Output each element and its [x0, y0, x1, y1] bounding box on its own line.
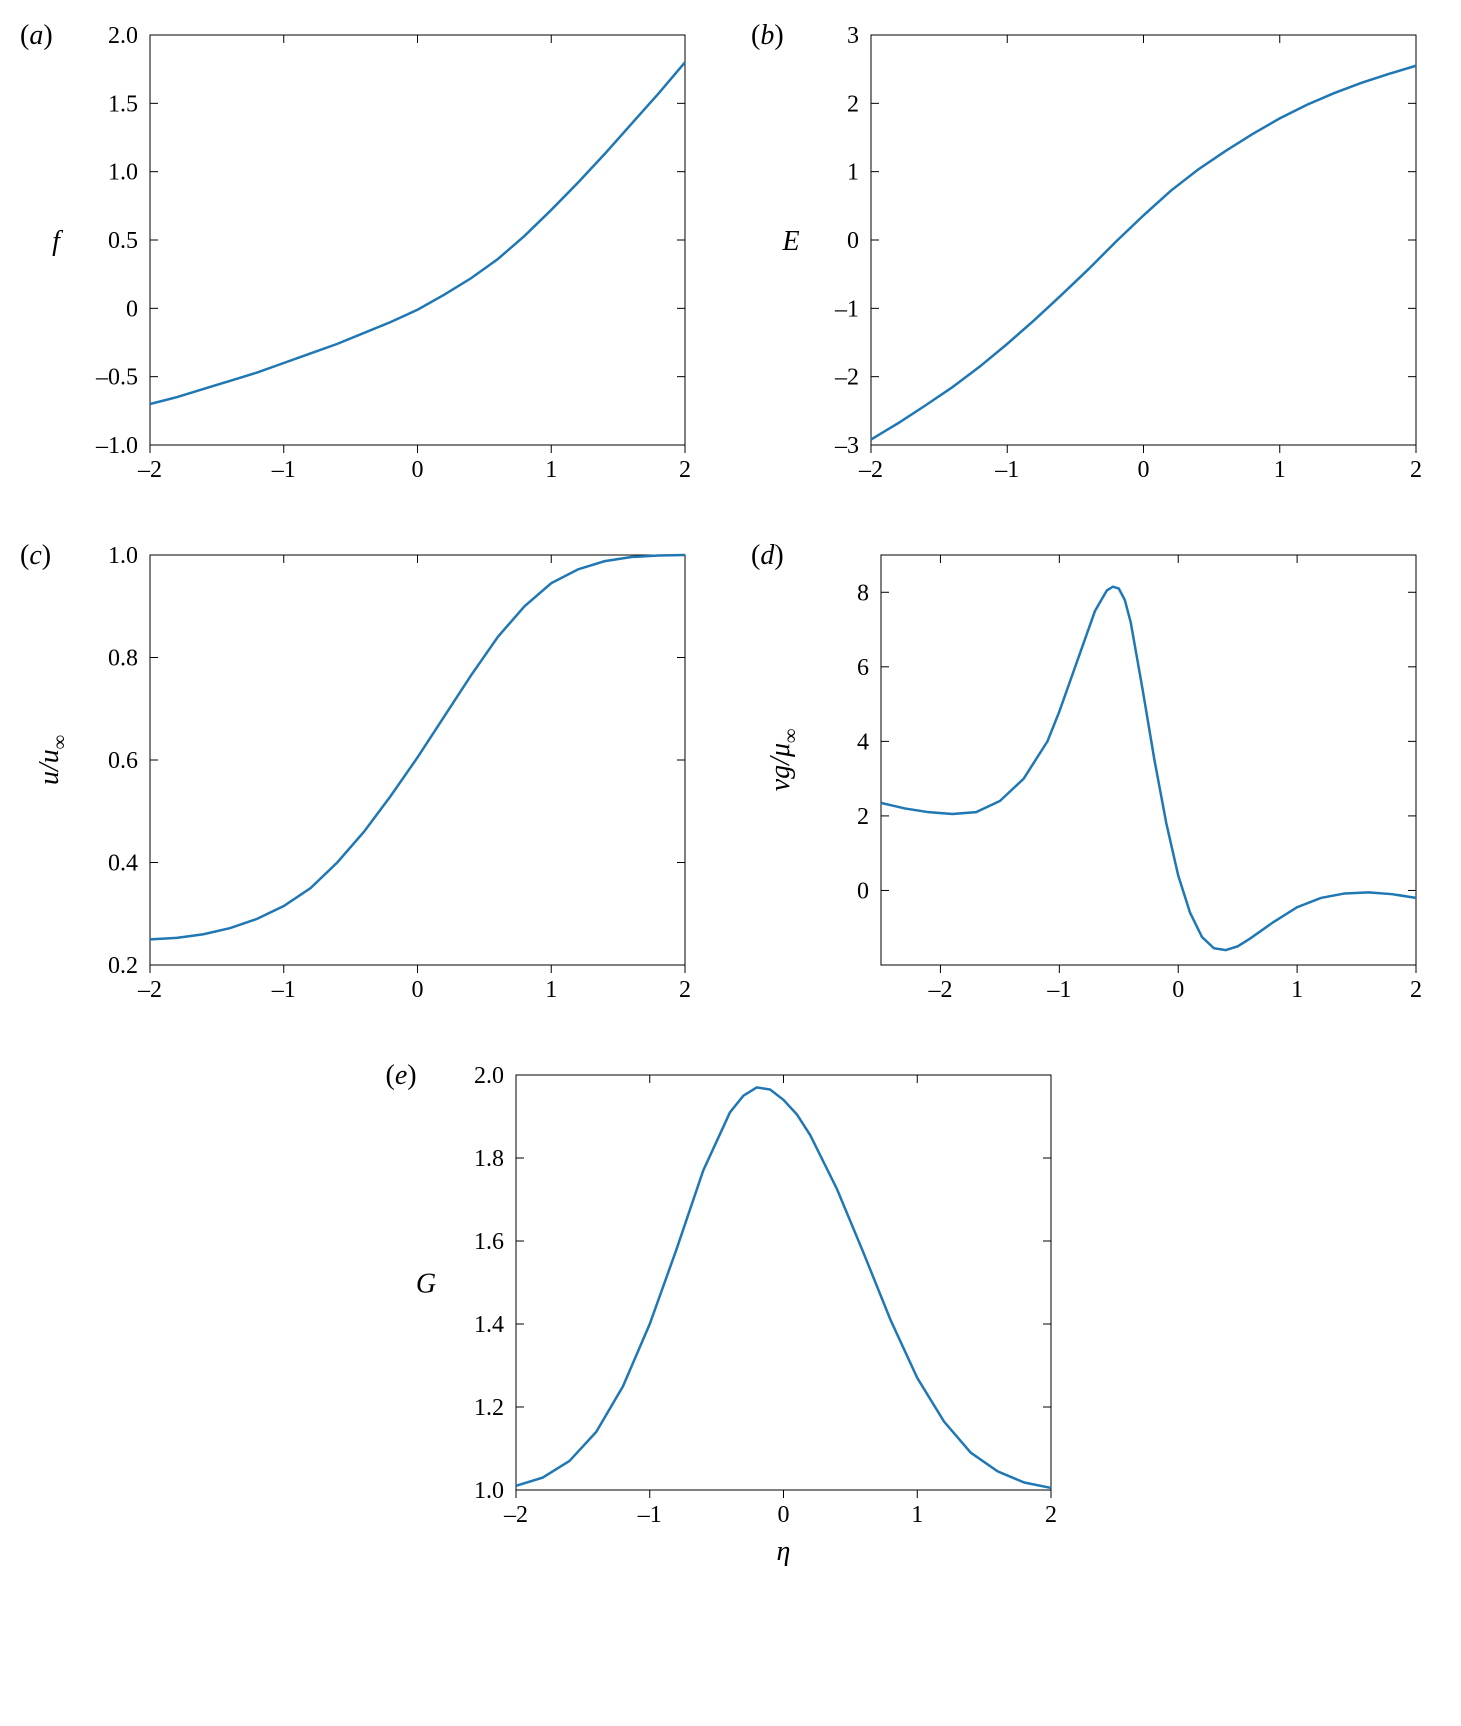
svg-text:0: 0	[412, 457, 424, 483]
svg-text:–1: –1	[271, 457, 296, 483]
svg-text:–1: –1	[1046, 977, 1071, 1003]
svg-text:η: η	[776, 1536, 790, 1567]
panel-b: b –2–1012–3–2–10123E	[751, 20, 1441, 500]
chart-b: –2–1012–3–2–10123E	[751, 20, 1441, 500]
svg-text:u/u∞: u/u∞	[34, 735, 71, 785]
svg-text:0: 0	[1138, 457, 1150, 483]
svg-text:2.0: 2.0	[108, 23, 138, 49]
svg-text:1.0: 1.0	[474, 1478, 504, 1504]
panel-a-label: a	[20, 20, 53, 52]
chart-d: –2 –1 0 1 2 0 2 4 6 8 vg/μ∞	[751, 540, 1441, 1020]
panel-e: e –2 –1 0 1 2 1.0 1.2 1.4 1.6 1.8 2.0 Gη	[386, 1060, 1076, 1580]
svg-text:0.8: 0.8	[108, 646, 138, 672]
panel-c-label: c	[20, 540, 51, 572]
svg-text:–2: –2	[503, 1502, 528, 1528]
svg-text:2: 2	[1045, 1502, 1057, 1528]
svg-text:–2: –2	[858, 457, 883, 483]
svg-text:2: 2	[1410, 457, 1422, 483]
svg-text:1: 1	[1274, 457, 1286, 483]
svg-text:1.0: 1.0	[108, 160, 138, 186]
svg-text:f: f	[52, 226, 63, 257]
svg-text:1.0: 1.0	[108, 543, 138, 569]
row-3: e –2 –1 0 1 2 1.0 1.2 1.4 1.6 1.8 2.0 Gη	[20, 1060, 1441, 1580]
svg-text:–3: –3	[834, 433, 859, 459]
svg-text:1: 1	[545, 457, 557, 483]
svg-text:3: 3	[847, 23, 859, 49]
svg-text:6: 6	[857, 655, 869, 681]
svg-text:0.6: 0.6	[108, 748, 138, 774]
svg-text:0: 0	[847, 228, 859, 254]
svg-text:2: 2	[857, 804, 869, 830]
panel-c: c –2 –1 0 1 2 0.2 0.4 0.6 0.8 1.0 u/u∞	[20, 540, 710, 1020]
svg-text:0: 0	[777, 1502, 789, 1528]
svg-text:1.6: 1.6	[474, 1229, 504, 1255]
panel-d-label: d	[751, 540, 784, 572]
svg-text:–2: –2	[927, 977, 952, 1003]
chart-c: –2 –1 0 1 2 0.2 0.4 0.6 0.8 1.0 u/u∞	[20, 540, 710, 1020]
figure-container: a –2 –1 0 1 2 –1.0 –0.5 0 0.5 1.0 1.5 2.0 f b –2 –1 0 1…	[20, 20, 1441, 1580]
svg-text:0: 0	[1172, 977, 1184, 1003]
svg-text:2.0: 2.0	[474, 1063, 504, 1089]
svg-text:–0.5: –0.5	[95, 365, 138, 391]
svg-text:G: G	[415, 1269, 435, 1300]
svg-text:2: 2	[847, 91, 859, 117]
svg-text:0.5: 0.5	[108, 228, 138, 254]
svg-text:1.8: 1.8	[474, 1146, 504, 1172]
svg-text:1.2: 1.2	[474, 1395, 504, 1421]
svg-text:1: 1	[545, 977, 557, 1003]
svg-text:2: 2	[1410, 977, 1422, 1003]
row-2: c –2 –1 0 1 2 0.2 0.4 0.6 0.8 1.0 u/u∞ d –2 –1 0 1 2 0 2…	[20, 540, 1441, 1020]
svg-text:vg/μ∞: vg/μ∞	[765, 729, 802, 792]
svg-text:0: 0	[412, 977, 424, 1003]
svg-text:1.4: 1.4	[474, 1312, 504, 1338]
svg-text:–2: –2	[137, 457, 162, 483]
row-1: a –2 –1 0 1 2 –1.0 –0.5 0 0.5 1.0 1.5 2.0 f b –2 –1 0 1…	[20, 20, 1441, 500]
svg-text:0.4: 0.4	[108, 851, 138, 877]
panel-a: a –2 –1 0 1 2 –1.0 –0.5 0 0.5 1.0 1.5 2.0 f	[20, 20, 710, 500]
chart-a: –2 –1 0 1 2 –1.0 –0.5 0 0.5 1.0 1.5 2.0 f	[20, 20, 710, 500]
svg-text:8: 8	[857, 580, 869, 606]
svg-text:1: 1	[847, 160, 859, 186]
svg-text:E: E	[781, 226, 799, 257]
svg-text:–2: –2	[137, 977, 162, 1003]
svg-text:0: 0	[857, 878, 869, 904]
svg-text:1: 1	[911, 1502, 923, 1528]
svg-text:–1: –1	[834, 296, 859, 322]
svg-text:0.2: 0.2	[108, 953, 138, 979]
svg-text:1.5: 1.5	[108, 91, 138, 117]
svg-text:–1: –1	[271, 977, 296, 1003]
svg-text:1: 1	[1291, 977, 1303, 1003]
svg-text:–2: –2	[834, 365, 859, 391]
panel-e-label: e	[386, 1060, 417, 1092]
panel-b-label: b	[751, 20, 784, 52]
svg-text:–1: –1	[994, 457, 1019, 483]
chart-e: –2 –1 0 1 2 1.0 1.2 1.4 1.6 1.8 2.0 Gη	[386, 1060, 1076, 1580]
svg-text:–1.0: –1.0	[95, 433, 138, 459]
svg-text:2: 2	[679, 977, 691, 1003]
svg-text:–1: –1	[636, 1502, 661, 1528]
panel-d: d –2 –1 0 1 2 0 2 4 6 8 vg/μ∞	[751, 540, 1441, 1020]
svg-text:2: 2	[679, 457, 691, 483]
svg-text:0: 0	[126, 296, 138, 322]
svg-text:4: 4	[857, 729, 869, 755]
